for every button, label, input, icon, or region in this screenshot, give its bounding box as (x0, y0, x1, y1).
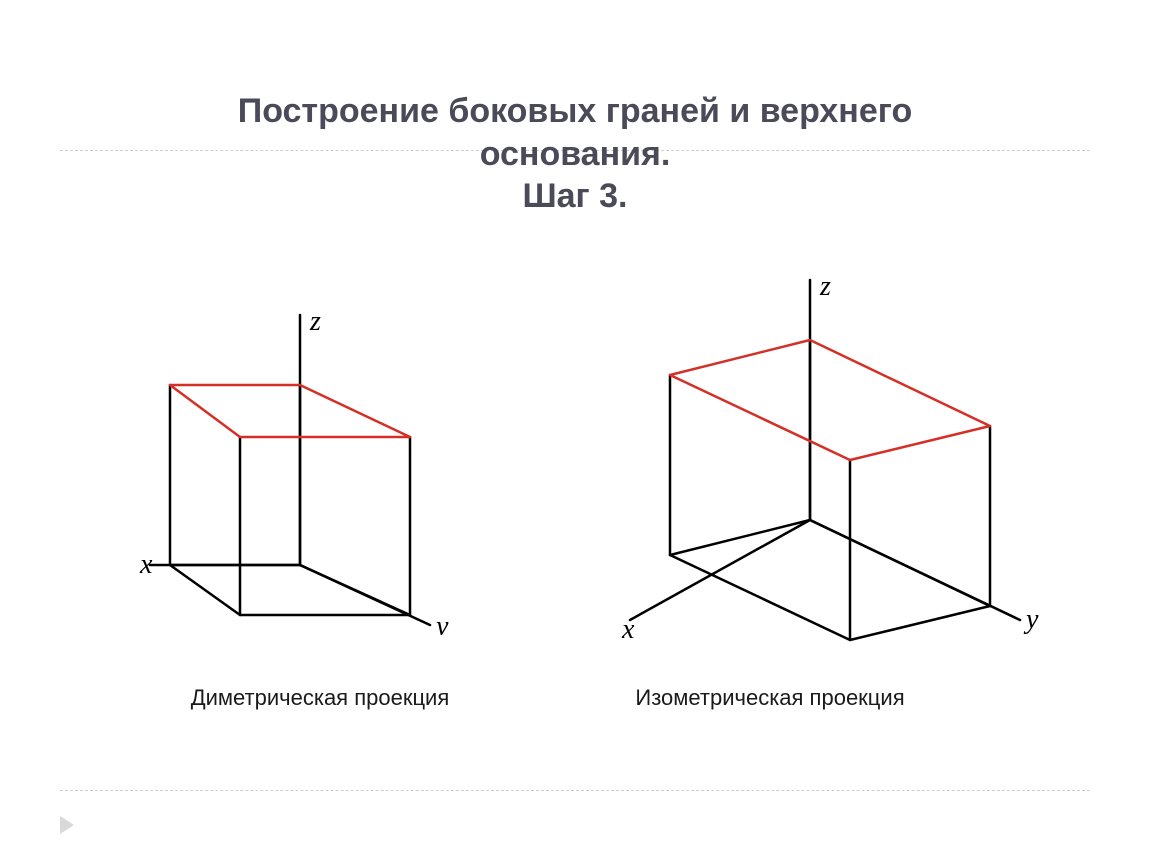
title-line-1: Построение боковых граней и верхнего (0, 90, 1150, 133)
slide-title: Построение боковых граней и верхнего осн… (0, 90, 1150, 218)
bottom-divider (60, 790, 1090, 791)
slide-marker-icon (60, 816, 74, 834)
title-line-3: Шаг 3. (0, 175, 1150, 218)
dimetric-caption: Диметрическая проекция (110, 685, 530, 711)
isometric-caption: Изометрическая проекция (560, 685, 980, 711)
title-line-2: основания. (0, 133, 1150, 176)
svg-text:z: z (309, 306, 321, 337)
isometric-figure: x y z (570, 250, 1070, 650)
svg-text:x: x (139, 549, 153, 580)
dimetric-figure: x y z (110, 275, 530, 635)
svg-text:y: y (1023, 604, 1039, 635)
slide: Построение боковых граней и верхнего осн… (0, 0, 1150, 864)
svg-text:y: y (433, 611, 449, 635)
svg-text:x: x (621, 614, 635, 645)
svg-text:z: z (819, 271, 831, 302)
